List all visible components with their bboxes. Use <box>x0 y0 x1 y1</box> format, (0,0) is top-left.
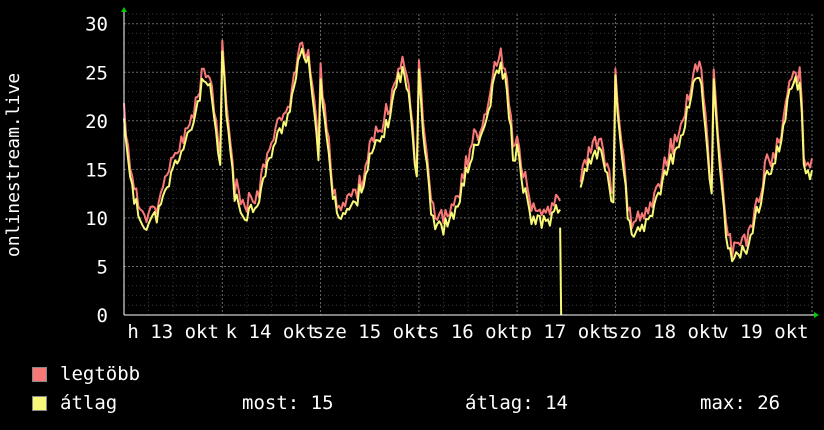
x-tick-label: szo 18 okt <box>607 321 721 340</box>
series-drop-atlag <box>559 227 563 316</box>
x-tick-label: sze 15 okt <box>313 321 427 340</box>
y-tick-label: 15 <box>85 159 108 181</box>
legend-swatch-atlag <box>32 395 47 411</box>
y-tick-label: 5 <box>97 256 108 278</box>
x-tick-label: v 19 okt <box>717 321 809 340</box>
grid <box>123 13 813 316</box>
y-tick-label: 20 <box>85 111 108 133</box>
x-tick-label: h 13 okt <box>127 321 219 340</box>
y-axis-arrow <box>121 7 127 12</box>
legend-swatch-legtobb <box>32 366 47 382</box>
y-tick-label: 30 <box>85 14 108 36</box>
y-axis-label: onlinestream.live <box>3 73 24 257</box>
legend-label-atlag: átlag <box>60 392 118 414</box>
stat-now: most: 15 <box>242 392 334 414</box>
series-line-legtobb <box>123 39 813 259</box>
legend-item-atlag: átlag <box>32 392 117 414</box>
stat-max: max: 26 <box>700 392 781 414</box>
x-tick-label: k 14 okt <box>226 321 318 340</box>
axes <box>121 7 819 318</box>
series-line-atlag <box>123 47 813 263</box>
y-tick-label: 25 <box>85 62 108 84</box>
y-tick-labels: 0 5 10 15 20 25 30 <box>85 14 108 327</box>
legend-label-legtobb: legtöbb <box>60 363 141 385</box>
y-tick-label: 0 <box>97 305 108 327</box>
x-tick-label: cs 16 okt <box>417 321 520 340</box>
legend-item-legtobb: legtöbb <box>32 363 140 385</box>
y-tick-label: 10 <box>85 208 108 230</box>
x-axis-arrow <box>814 312 819 318</box>
series-lines <box>123 39 813 316</box>
x-tick-label: p 17 okt <box>521 321 613 340</box>
stat-average: átlag: 14 <box>465 392 568 414</box>
